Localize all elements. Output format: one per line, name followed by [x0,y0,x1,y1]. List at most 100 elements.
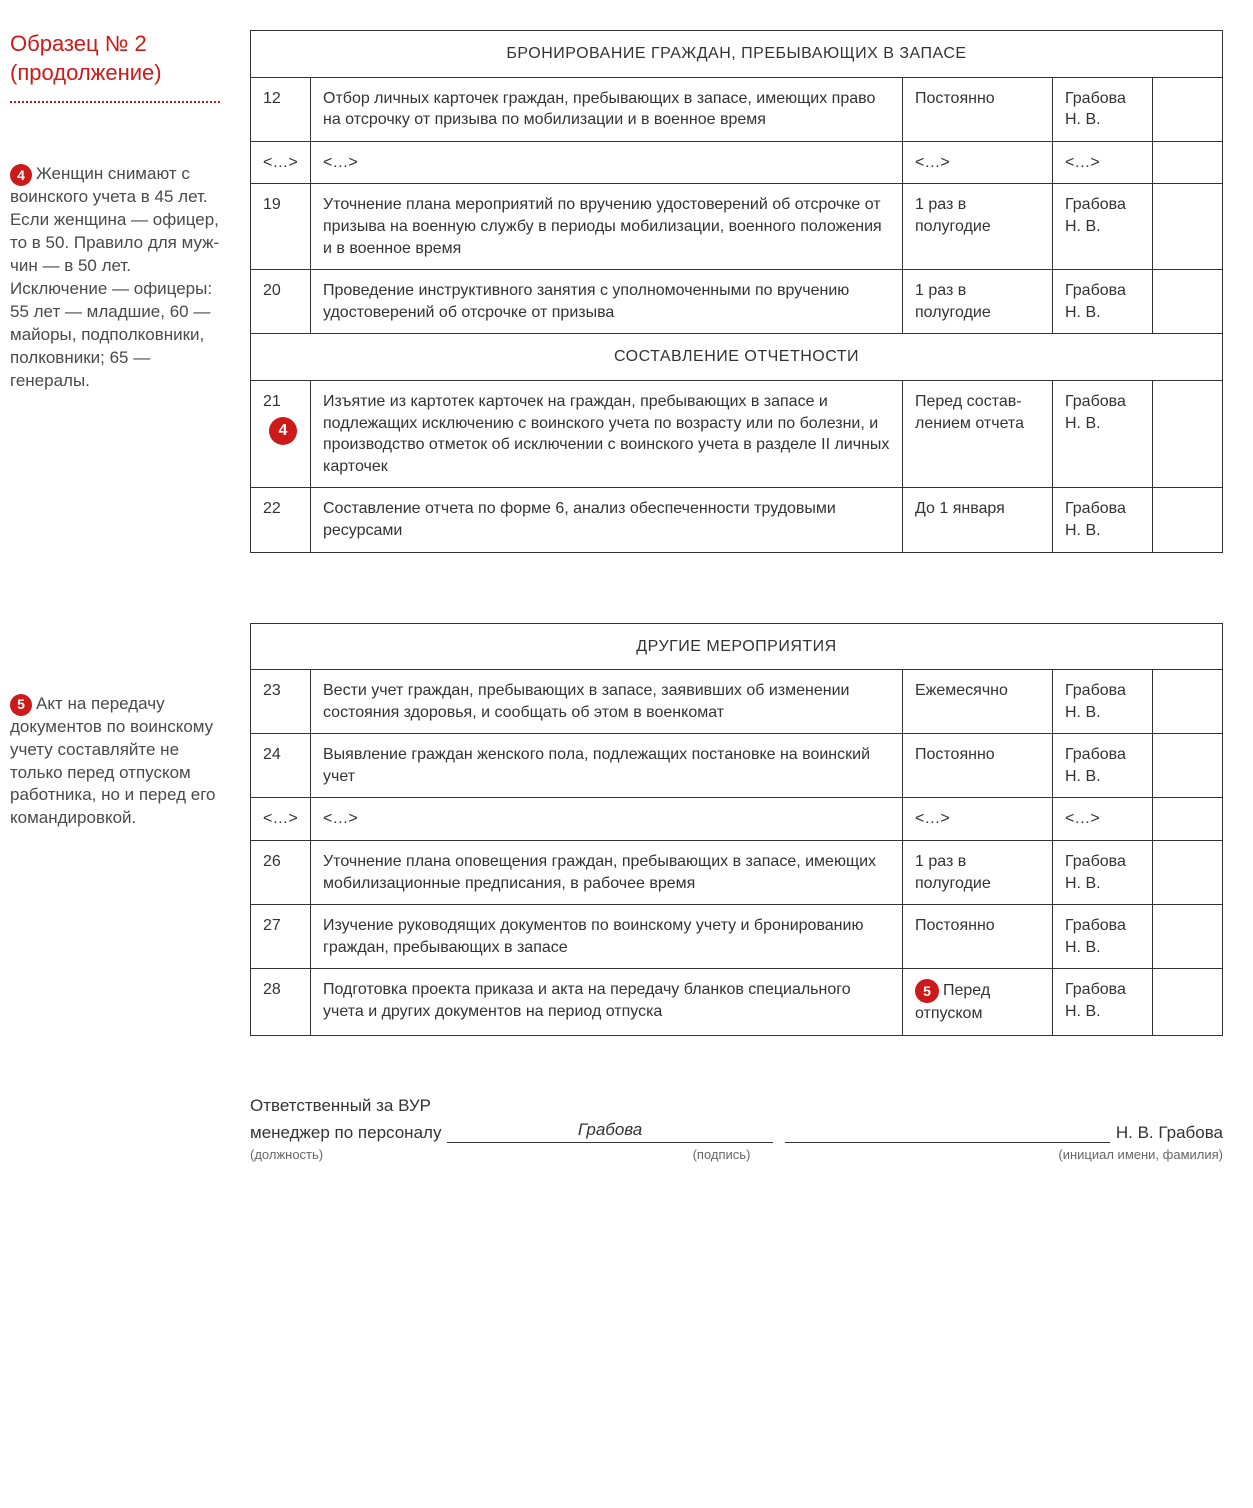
cell-who: Грабо­ва Н. В. [1053,270,1153,334]
table-row: 19 Уточнение плана мероприятий по вруче­… [251,184,1223,270]
cell-who: Грабо­ва Н. В. [1053,841,1153,905]
cell-empty [1153,141,1223,184]
cell-desc: Проведение инструктивного занятия с упол… [311,270,903,334]
cell-empty [1153,734,1223,798]
cell-who: Грабо­ва Н. В. [1053,969,1153,1036]
table-row: 12 Отбор личных карточек граждан, пребыв… [251,77,1223,141]
note-5-text: Акт на передачу документов по воинскому … [10,694,215,828]
signature-value: Грабова [447,1120,772,1143]
cell-desc: Изъятие из картотек карточек на граж­дан… [311,380,903,487]
cell-empty [1153,488,1223,552]
cell-desc: <…> [311,141,903,184]
note-badge-5: 5 [10,694,32,716]
cell-num: 22 [251,488,311,552]
cell-freq: 1 раз в полугодие [903,270,1053,334]
cell-empty [1153,841,1223,905]
cell-num: 12 [251,77,311,141]
hint-sign: (подпись) [480,1147,963,1162]
cell-empty [1153,969,1223,1036]
cell-desc: Изучение руководящих документов по воин­… [311,905,903,969]
cell-num: <…> [251,798,311,841]
sidebar-note-4: 4Женщин сни­мают с воинского учета в 45 … [10,163,220,392]
cell-num-value: 21 [263,393,281,410]
cell-empty [1153,380,1223,487]
hint-name: (инициал имени, фамилия) [963,1147,1223,1162]
table-row: 27 Изучение руководящих документов по во… [251,905,1223,969]
dotted-separator [10,101,220,103]
cell-freq: Ежемесячно [903,670,1053,734]
table-row: <…> <…> <…> <…> [251,141,1223,184]
cell-who: Грабо­ва Н. В. [1053,670,1153,734]
signature-underline-2 [785,1120,1110,1143]
cell-freq: 1 раз в полугодие [903,184,1053,270]
cell-who: Грабо­ва Н. В. [1053,380,1153,487]
cell-freq: <…> [903,141,1053,184]
row-badge-4: 4 [269,417,297,445]
cell-desc: <…> [311,798,903,841]
cell-desc: Уточнение плана оповещения граждан, пре­… [311,841,903,905]
cell-empty [1153,270,1223,334]
cell-freq: 5Перед отпуском [903,969,1053,1036]
cell-who: <…> [1053,141,1153,184]
cell-freq: Постоянно [903,734,1053,798]
sidebar: Образец № 2 (продолжение) 4Женщин сни­ма… [10,30,220,1162]
cell-freq: <…> [903,798,1053,841]
signature-hints: (должность) (подпись) (инициал имени, фа… [250,1147,1223,1162]
signature-role: менеджер по персоналу [250,1123,441,1143]
cell-num: <…> [251,141,311,184]
table-row: 22 Составление отчета по форме 6, анализ… [251,488,1223,552]
cell-freq: 1 раз в полугодие [903,841,1053,905]
sample-title-line2: (продолжение) [10,60,162,85]
table-row: 26 Уточнение плана оповещения граждан, п… [251,841,1223,905]
cell-desc: Выявление граждан женского пола, подле­ж… [311,734,903,798]
hint-role: (должность) [250,1147,480,1162]
table-reserve-booking: БРОНИРОВАНИЕ ГРАЖДАН, ПРЕБЫВАЮЩИХ В ЗАПА… [250,30,1223,553]
cell-num: 24 [251,734,311,798]
cell-who: Грабо­ва Н. В. [1053,488,1153,552]
cell-who: Грабо­ва Н. В. [1053,77,1153,141]
cell-who: Грабо­ва Н. В. [1053,734,1153,798]
sample-title: Образец № 2 (продолжение) [10,30,220,87]
cell-freq: Постоянно [903,77,1053,141]
cell-desc: Отбор личных карточек граждан, пребываю­… [311,77,903,141]
signature-block: Ответственный за ВУР менеджер по персона… [250,1096,1223,1162]
table-row: 21 4 Изъятие из картотек карточек на гра… [251,380,1223,487]
cell-num: 28 [251,969,311,1036]
table-row: 23 Вести учет граждан, пребывающих в зап… [251,670,1223,734]
sample-title-line1: Образец № 2 [10,31,147,56]
cell-who: <…> [1053,798,1153,841]
cell-freq: Перед состав­лением отчета [903,380,1053,487]
cell-who: Грабо­ва Н. В. [1053,905,1153,969]
cell-freq: Постоянно [903,905,1053,969]
note-badge-4: 4 [10,164,32,186]
signature-name: Н. В. Грабова [1116,1123,1223,1143]
cell-num: 23 [251,670,311,734]
cell-desc: Подготовка проекта приказа и акта на пер… [311,969,903,1036]
cell-empty [1153,77,1223,141]
note-4-text: Женщин сни­мают с воинского учета в 45 л… [10,164,219,390]
signature-title: Ответственный за ВУР [250,1096,1223,1116]
page: Образец № 2 (продолжение) 4Женщин сни­ма… [0,0,1253,1202]
cell-empty [1153,184,1223,270]
main-content: БРОНИРОВАНИЕ ГРАЖДАН, ПРЕБЫВАЮЩИХ В ЗАПА… [250,30,1223,1162]
sidebar-note-5: 5Акт на передачу документов по воинскому… [10,693,220,831]
cell-freq: До 1 января [903,488,1053,552]
cell-num: 26 [251,841,311,905]
section-header-other: ДРУГИЕ МЕРОПРИЯТИЯ [251,623,1223,670]
row-badge-5: 5 [915,979,939,1003]
cell-desc: Составление отчета по форме 6, анализ об… [311,488,903,552]
cell-who: Грабо­ва Н. В. [1053,184,1153,270]
cell-empty [1153,798,1223,841]
table-row: 28 Подготовка проекта приказа и акта на … [251,969,1223,1036]
table-row: 24 Выявление граждан женского пола, подл… [251,734,1223,798]
table-row: <…> <…> <…> <…> [251,798,1223,841]
section-header-booking: БРОНИРОВАНИЕ ГРАЖДАН, ПРЕБЫВАЮЩИХ В ЗАПА… [251,31,1223,78]
cell-empty [1153,670,1223,734]
section-header-reporting: СОСТАВЛЕНИЕ ОТЧЕТНОСТИ [251,334,1223,381]
cell-num: 27 [251,905,311,969]
table-other-events: ДРУГИЕ МЕРОПРИЯТИЯ 23 Вести учет граждан… [250,623,1223,1037]
signature-row: менеджер по персоналу Грабова Н. В. Граб… [250,1120,1223,1143]
cell-empty [1153,905,1223,969]
cell-num: 19 [251,184,311,270]
cell-desc: Вести учет граждан, пребывающих в запасе… [311,670,903,734]
